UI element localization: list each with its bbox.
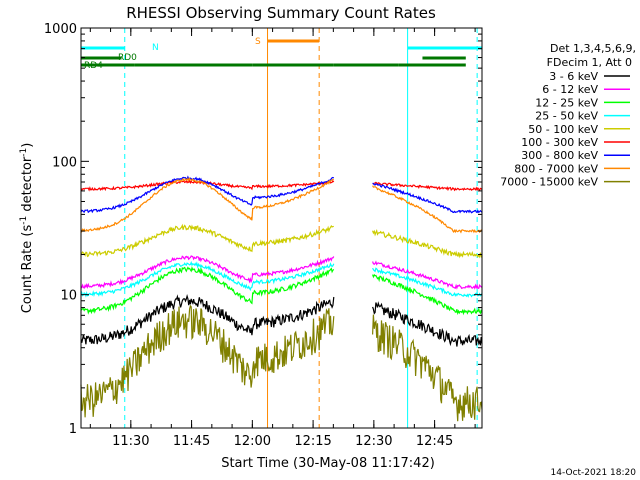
y-tick-label-1: 1 — [69, 422, 77, 437]
legend-header-line-2: FDecim 1, Att 0 — [547, 56, 632, 69]
series-layer — [80, 175, 483, 422]
plot-frame — [80, 27, 483, 429]
chart-title: RHESSI Observing Summary Count Rates — [126, 4, 436, 22]
legend-label-9: 7000 - 15000 keV — [500, 176, 598, 189]
series-line-1 — [80, 293, 483, 347]
series-line-4 — [80, 260, 483, 298]
legend-label-1: 3 - 6 keV — [549, 70, 598, 83]
legend-label-4: 25 - 50 keV — [535, 110, 598, 123]
x-tick-label-5: 12:30 — [355, 434, 392, 449]
saa-flag-label: S — [255, 37, 261, 47]
legend-header-line-1: Det 1,3,4,5,6,9, — [550, 42, 636, 55]
legend-label-2: 6 - 12 keV — [542, 83, 598, 96]
series-line-5 — [80, 223, 483, 259]
flags-layer: N S RD0 RD4 — [81, 37, 482, 71]
y-tick-label-3: 100 — [52, 155, 77, 170]
x-tick-label-3: 12:00 — [234, 434, 271, 449]
x-tick-label-2: 11:45 — [173, 434, 210, 449]
y-tick-label-2: 10 — [60, 289, 77, 304]
legend-label-5: 50 - 100 keV — [528, 123, 598, 136]
legend-label-3: 12 - 25 keV — [535, 96, 598, 109]
x-tick-label-4: 12:15 — [294, 434, 331, 449]
series-line-7 — [80, 175, 483, 214]
rd0-flag-label: RD0 — [118, 53, 137, 63]
legend-label-6: 100 - 300 keV — [521, 136, 598, 149]
rd4-flag-label: RD4 — [84, 61, 103, 71]
series-line-9 — [80, 304, 483, 422]
night-flag-label: N — [152, 43, 159, 53]
y-axis-label: Count Rate (s-1 detector-1) — [19, 143, 35, 314]
y-tick-label-4: 1000 — [44, 22, 77, 37]
x-axis-label: Start Time (30-May-08 11:17:42) — [221, 456, 435, 471]
legend-label-8: 800 - 7000 keV — [514, 162, 598, 175]
x-tick-label-1: 11:30 — [112, 434, 149, 449]
series-line-8 — [80, 177, 483, 234]
series-line-2 — [80, 255, 483, 290]
legend-label-7: 300 - 800 keV — [521, 149, 598, 162]
x-tick-label-6: 12:45 — [416, 434, 453, 449]
footer-date: 14-Oct-2021 18:20 — [551, 468, 637, 478]
axes-layer: 11:30 11:45 12:00 12:15 12:30 12:45 1 10 100 1000 — [44, 22, 482, 449]
series-line-3 — [80, 265, 483, 316]
